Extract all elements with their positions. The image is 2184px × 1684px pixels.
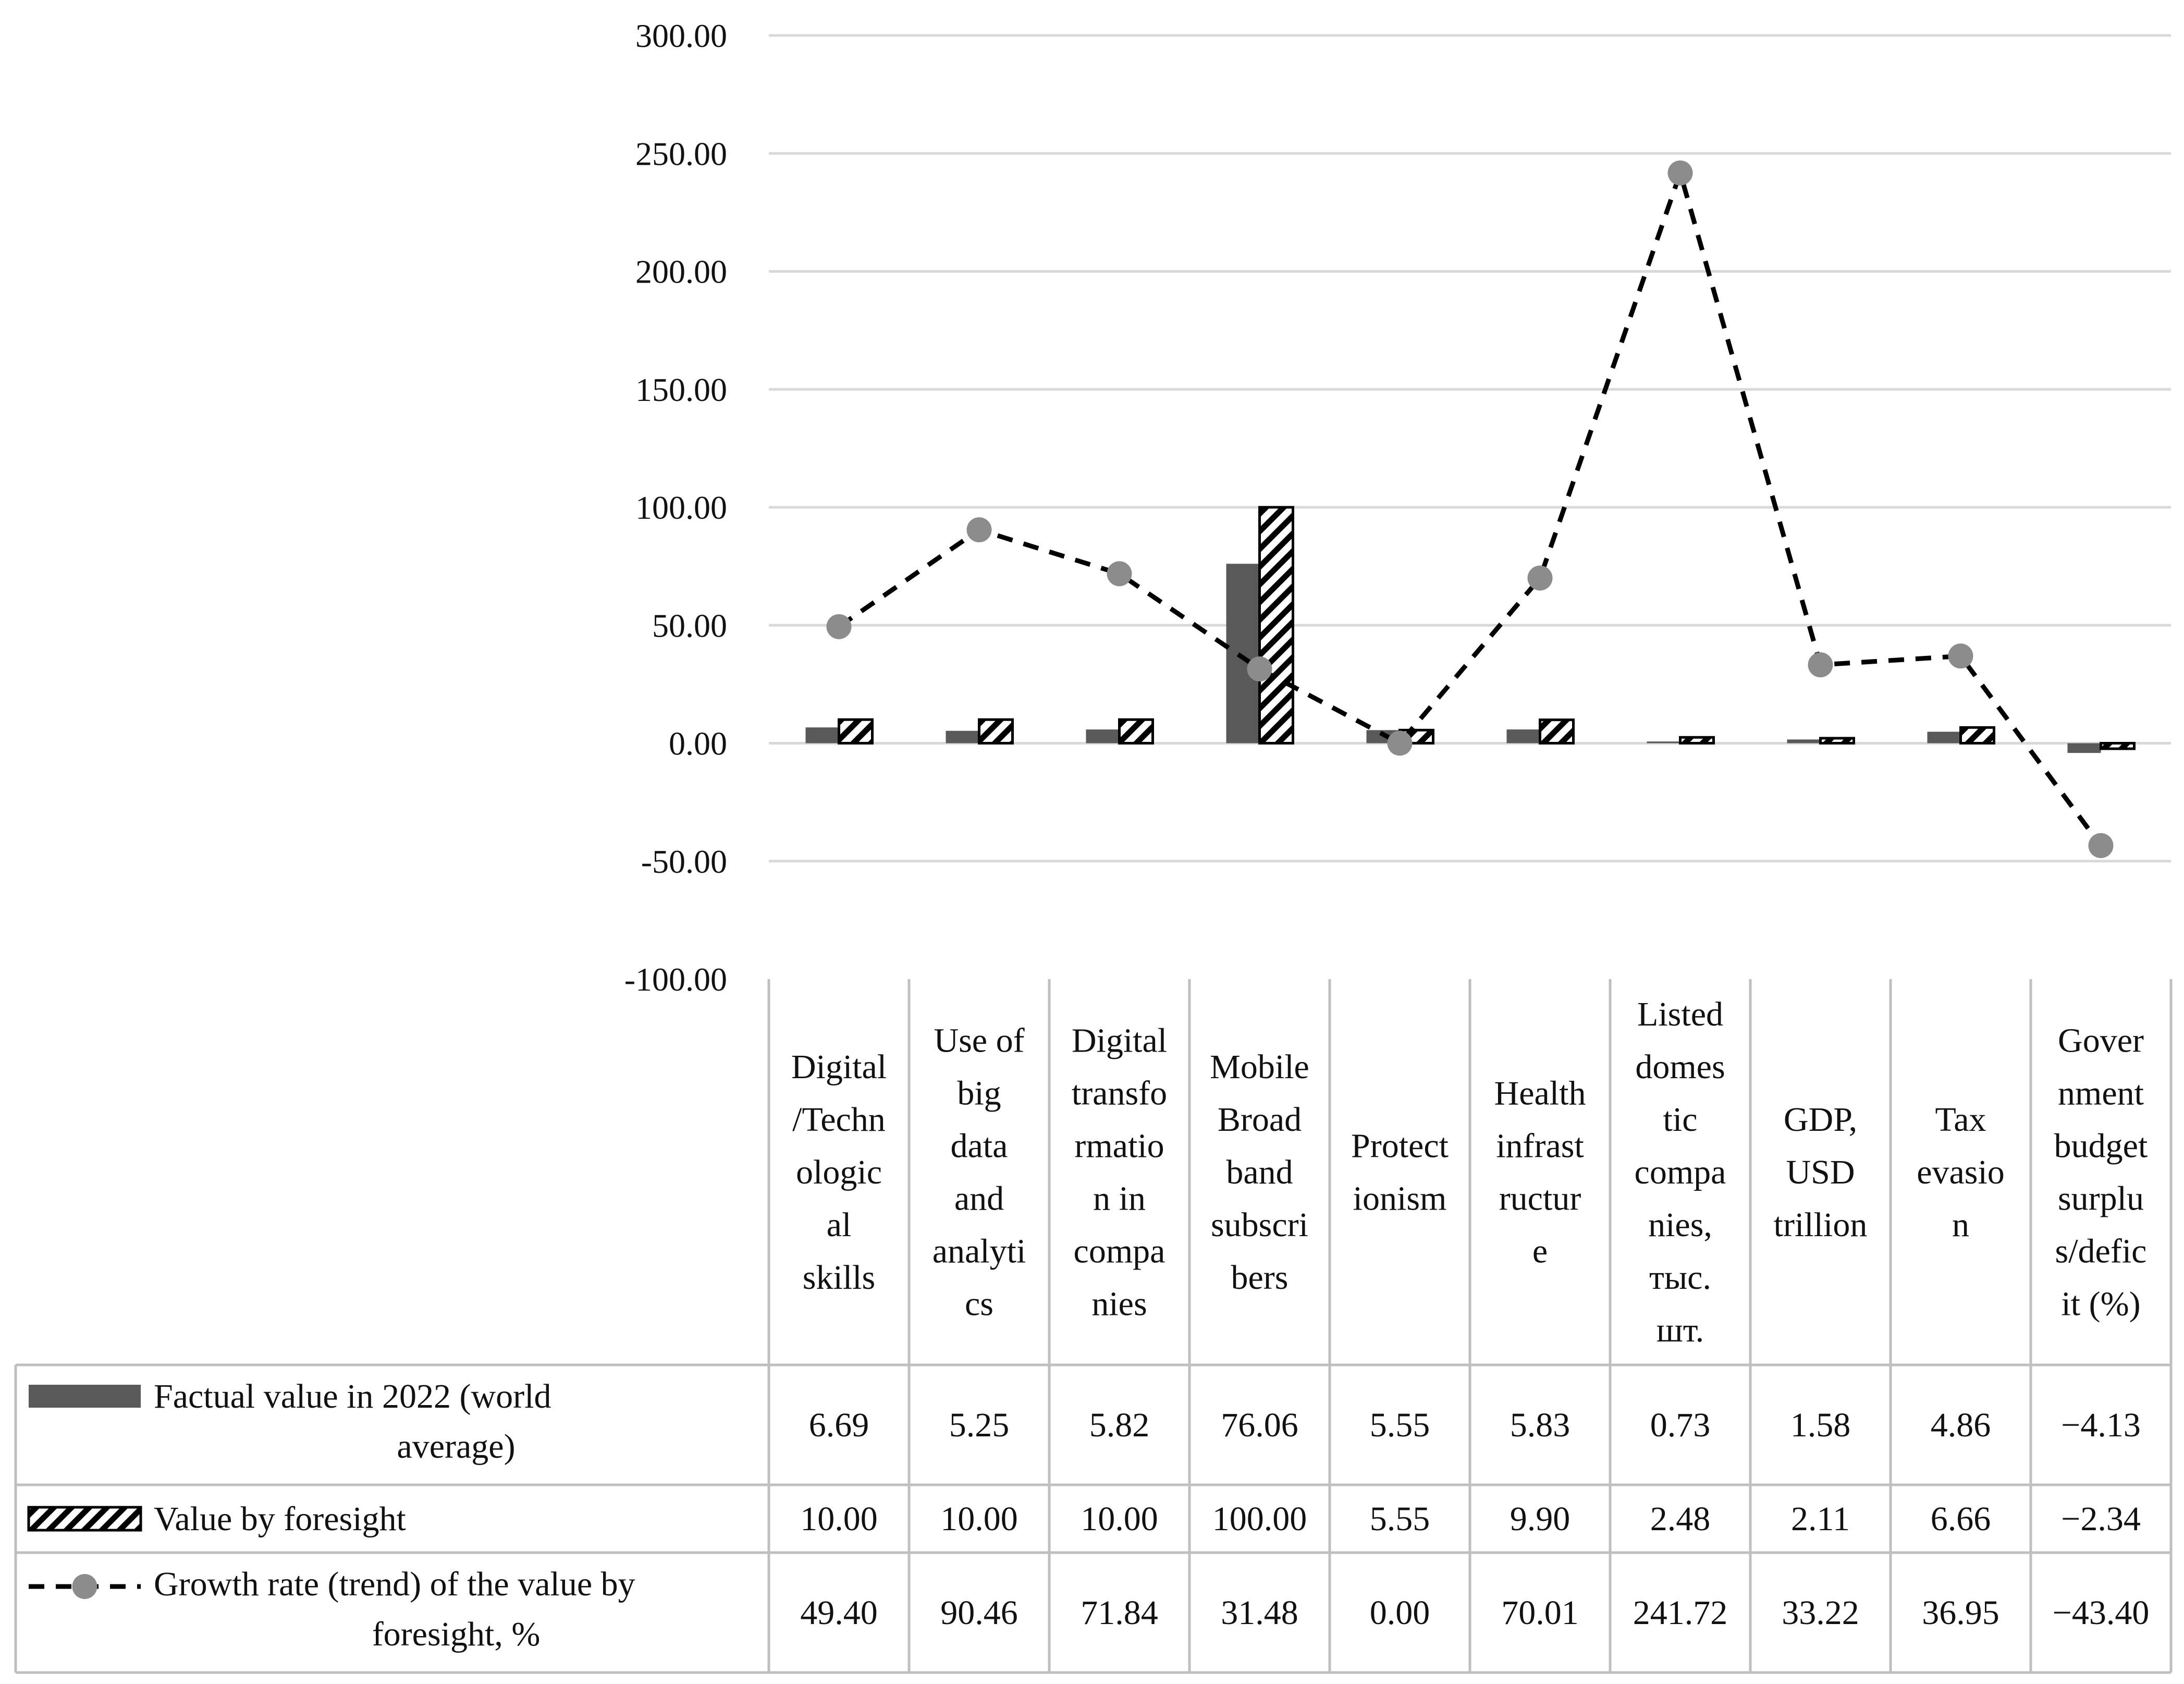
- category-label: Tax evasio n: [1917, 1101, 2005, 1244]
- data-label: 241.72: [1633, 1594, 1728, 1632]
- y-tick-label: -50.00: [641, 843, 727, 880]
- bar-foresight: [978, 718, 1014, 745]
- data-label: −2.34: [2061, 1500, 2141, 1538]
- data-label: 100.00: [1212, 1500, 1307, 1538]
- bar-foresight: [1959, 726, 1995, 745]
- data-label: 10.00: [1081, 1500, 1158, 1538]
- data-label: 33.22: [1782, 1594, 1859, 1632]
- category-label: Digital transfo rmatio n in compa nies: [1072, 1022, 1167, 1323]
- trend-point: [1247, 656, 1272, 682]
- legend-label: Growth rate (trend) of the value by fores…: [154, 1565, 635, 1653]
- data-label: 10.00: [800, 1500, 878, 1538]
- y-tick-label: -100.00: [624, 961, 727, 998]
- category-label: GDP, USD trillion: [1774, 1101, 1868, 1244]
- data-label: 36.95: [1922, 1594, 1999, 1632]
- legend-key-trend-marker: [72, 1574, 97, 1599]
- data-label: 90.46: [940, 1594, 1018, 1632]
- data-label: 5.82: [1089, 1406, 1150, 1444]
- data-label: 5.55: [1370, 1406, 1430, 1444]
- trend-point: [1527, 565, 1553, 591]
- category-label: Gover nment budget surplu s/defic it (%): [2054, 1022, 2148, 1323]
- data-label: 5.83: [1510, 1406, 1570, 1444]
- bar-factual: [1226, 564, 1260, 743]
- bar-foresight: [1819, 737, 1855, 745]
- y-axis: 300.00 250.00 200.00 150.00 100.00 50.00 0.00 -…: [624, 17, 727, 998]
- category-label: Use of big data and analyti cs: [933, 1022, 1026, 1323]
- trend-line-path: [837, 165, 2103, 847]
- data-label: 76.06: [1221, 1406, 1298, 1444]
- trend-point: [826, 614, 852, 639]
- y-tick-label: 50.00: [652, 607, 727, 644]
- bar-foresight: [1539, 718, 1575, 745]
- trend-point: [1948, 643, 1973, 669]
- legend-label: Factual value in 2022 (world average): [154, 1377, 551, 1466]
- legend-key-factual: [29, 1385, 141, 1408]
- data-label: −4.13: [2061, 1406, 2141, 1444]
- category-label: Protect ionism: [1351, 1127, 1449, 1218]
- data-label: 49.40: [800, 1594, 878, 1632]
- trend-point: [1387, 730, 1413, 756]
- data-label: 9.90: [1510, 1500, 1570, 1538]
- trend-point: [2088, 833, 2114, 858]
- trend-point: [1107, 561, 1132, 587]
- data-label: −43.40: [2053, 1594, 2150, 1632]
- trend-line: [826, 160, 2114, 858]
- legend-key-foresight: [27, 1506, 142, 1532]
- bar-factual: [2067, 743, 2101, 753]
- bar-factual: [805, 727, 839, 743]
- bar-factual: [1647, 741, 1680, 743]
- trend-point: [1667, 160, 1693, 186]
- data-label: 6.69: [809, 1406, 869, 1444]
- bar-foresight: [838, 718, 874, 745]
- y-tick-label: 200.00: [635, 253, 727, 290]
- data-label: 10.00: [940, 1500, 1018, 1538]
- bar-foresight: [1679, 736, 1715, 745]
- bar-foresight: [1258, 506, 1294, 745]
- data-table: Digital/Techn ologic al skills Use of big data…: [14, 979, 2173, 1674]
- data-label: 0.00: [1370, 1594, 1430, 1632]
- bar-factual: [1086, 729, 1120, 743]
- category-label: Listed domes tic compa nies, тыс. шт.: [1635, 995, 1726, 1349]
- data-label: 2.48: [1650, 1500, 1711, 1538]
- trend-point: [1808, 652, 1833, 678]
- y-tick-label: 250.00: [635, 135, 727, 172]
- bar-factual: [1927, 731, 1961, 743]
- bar-factual: [1506, 729, 1540, 743]
- data-label: 71.84: [1081, 1594, 1158, 1632]
- trend-point: [966, 517, 992, 543]
- data-label: 0.73: [1650, 1406, 1711, 1444]
- bar-factual: [946, 730, 979, 743]
- data-label: 4.86: [1931, 1406, 1991, 1444]
- y-tick-label: 100.00: [635, 489, 727, 526]
- y-tick-label: 300.00: [635, 17, 727, 54]
- data-label: 5.55: [1370, 1500, 1430, 1538]
- bar-foresight: [2100, 742, 2136, 750]
- data-label: 70.01: [1501, 1594, 1579, 1632]
- bar-factual: [1787, 739, 1821, 743]
- y-tick-label: 150.00: [635, 371, 727, 408]
- category-label: Digital/Techn ologic al skills: [791, 1048, 887, 1297]
- y-tick-label: 0.00: [669, 725, 727, 762]
- data-label: 31.48: [1221, 1594, 1298, 1632]
- data-label: 6.66: [1931, 1500, 1991, 1538]
- legend-label: Value by foresight: [154, 1500, 406, 1538]
- data-label: 5.25: [949, 1406, 1010, 1444]
- data-label: 2.11: [1791, 1500, 1850, 1538]
- category-label: Mobile Broad band subscri bers: [1210, 1048, 1309, 1297]
- category-label: Health infrast ructur e: [1494, 1075, 1586, 1271]
- bar-foresight: [1118, 718, 1154, 745]
- bars: [805, 506, 2136, 753]
- data-label: 1.58: [1790, 1406, 1851, 1444]
